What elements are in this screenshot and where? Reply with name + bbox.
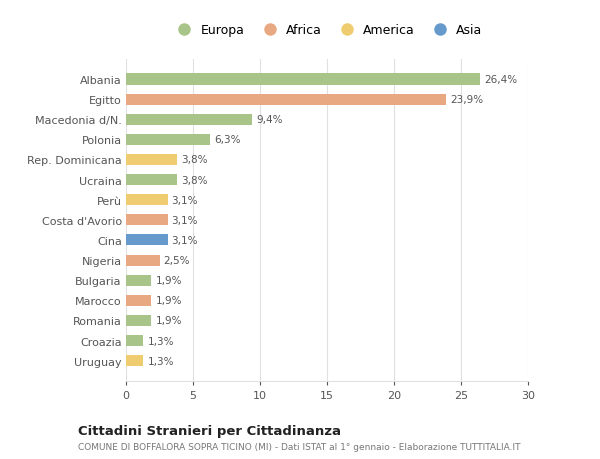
Bar	[126, 155, 177, 166]
Text: 3,1%: 3,1%	[172, 215, 198, 225]
Text: 2,5%: 2,5%	[164, 256, 190, 265]
Bar	[126, 174, 177, 186]
Bar	[126, 95, 446, 106]
Text: 1,9%: 1,9%	[155, 316, 182, 326]
Text: COMUNE DI BOFFALORA SOPRA TICINO (MI) - Dati ISTAT al 1° gennaio - Elaborazione : COMUNE DI BOFFALORA SOPRA TICINO (MI) - …	[78, 442, 521, 451]
Bar	[126, 74, 480, 85]
Bar	[126, 315, 151, 326]
Bar	[126, 275, 151, 286]
Text: 9,4%: 9,4%	[256, 115, 283, 125]
Text: 3,8%: 3,8%	[181, 175, 208, 185]
Bar	[126, 235, 167, 246]
Bar	[126, 195, 167, 206]
Text: 23,9%: 23,9%	[450, 95, 484, 105]
Text: 1,9%: 1,9%	[155, 296, 182, 306]
Bar	[126, 134, 211, 146]
Bar	[126, 255, 160, 266]
Legend: Europa, Africa, America, Asia: Europa, Africa, America, Asia	[172, 24, 482, 37]
Text: 1,9%: 1,9%	[155, 275, 182, 285]
Text: 1,3%: 1,3%	[148, 336, 174, 346]
Text: Cittadini Stranieri per Cittadinanza: Cittadini Stranieri per Cittadinanza	[78, 424, 341, 437]
Bar	[126, 335, 143, 346]
Text: 3,1%: 3,1%	[172, 195, 198, 205]
Text: 3,1%: 3,1%	[172, 235, 198, 246]
Text: 26,4%: 26,4%	[484, 75, 517, 85]
Bar	[126, 355, 143, 366]
Text: 1,3%: 1,3%	[148, 356, 174, 366]
Bar	[126, 114, 252, 125]
Text: 3,8%: 3,8%	[181, 155, 208, 165]
Bar	[126, 215, 167, 226]
Text: 6,3%: 6,3%	[214, 135, 241, 145]
Bar	[126, 295, 151, 306]
